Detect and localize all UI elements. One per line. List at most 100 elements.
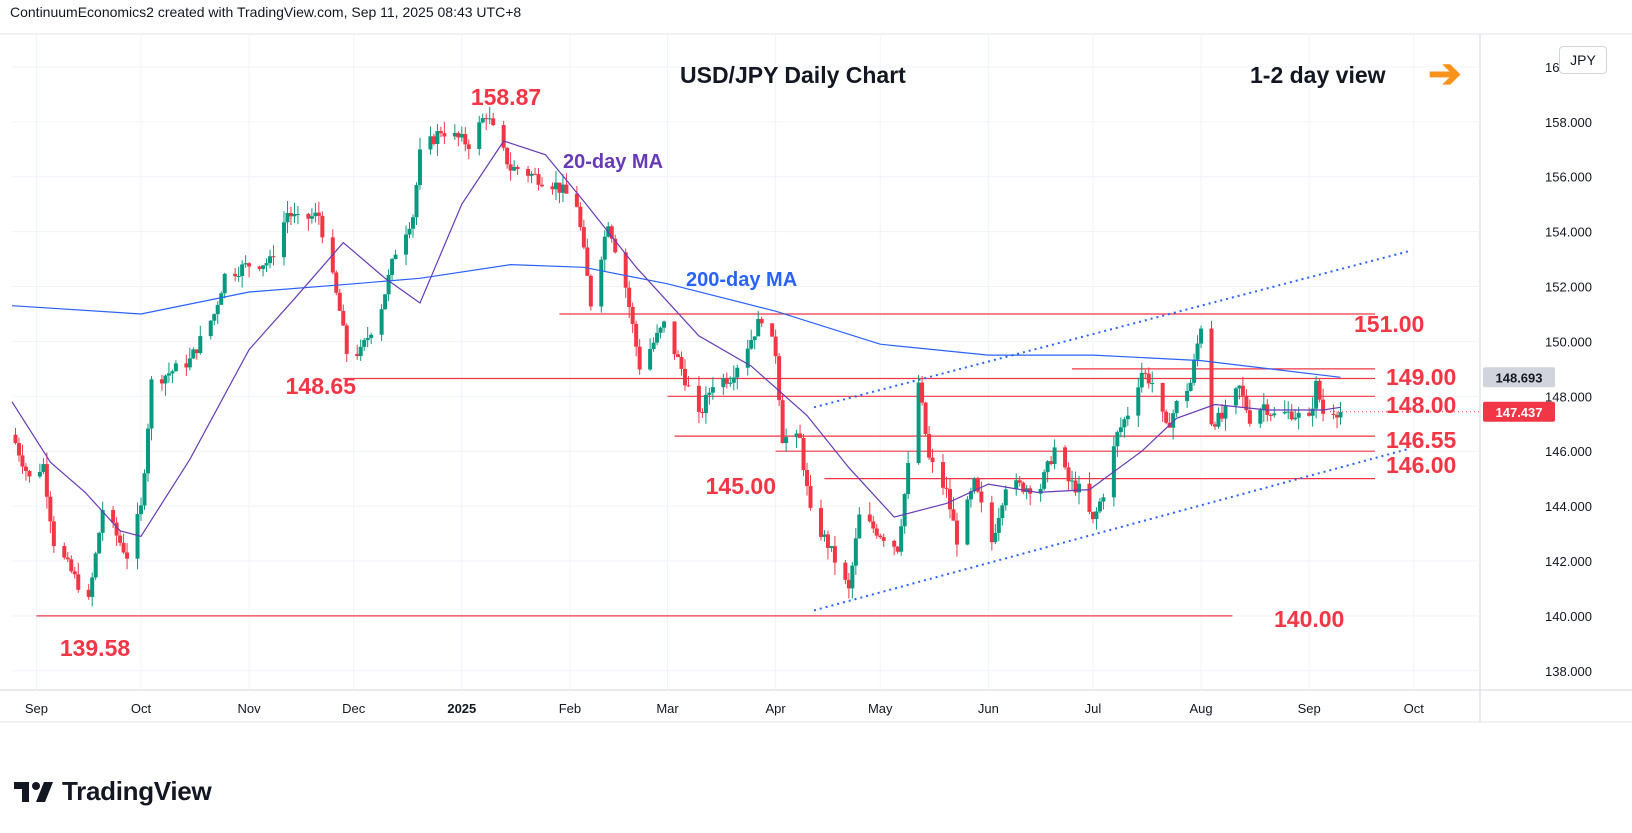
candle-body [850, 565, 855, 589]
level-label-146-55: 146.55 [1386, 427, 1457, 453]
tradingview-logo-icon [14, 781, 53, 802]
current-price-label: 147.437 [1496, 405, 1543, 420]
chart-header-caption: ContinuumEconomics2 created with Trading… [10, 4, 522, 20]
extreme-label-139-58: 139.58 [60, 635, 131, 661]
candle-body [76, 574, 81, 590]
candle-body [829, 546, 834, 548]
candle-body [773, 336, 778, 357]
candle-body [355, 353, 360, 357]
candle-body [923, 402, 928, 435]
candle-body [1139, 372, 1144, 388]
x-tick-label: Oct [1404, 701, 1425, 716]
candle-body [585, 247, 590, 276]
candle-body [1038, 488, 1043, 494]
candle-body [672, 321, 677, 355]
candle-body [365, 337, 370, 341]
candle-body [996, 517, 1001, 533]
candle-body [285, 212, 290, 223]
level-label-149-00: 149.00 [1386, 364, 1456, 390]
candle-body [1146, 373, 1151, 384]
candle-body [337, 292, 342, 311]
candle-body [452, 132, 457, 137]
candle-body [526, 169, 531, 176]
candle-body [198, 336, 203, 354]
candle-body [1199, 328, 1204, 344]
extreme-label-158-87: 158.87 [471, 84, 541, 110]
candle-body [752, 336, 757, 341]
candle-body [920, 382, 925, 403]
candle-body [1101, 497, 1106, 502]
view-horizon-label: 1-2 day view [1250, 62, 1386, 88]
candle-body [37, 471, 42, 477]
candle-body [407, 228, 412, 235]
currency-button[interactable]: JPY [1559, 46, 1607, 74]
candle-body [770, 323, 775, 337]
level-label-151-00: 151.00 [1354, 311, 1424, 337]
candle-body [264, 263, 269, 266]
candle-body [902, 494, 907, 527]
candle-body [777, 356, 782, 401]
candle-body [1097, 501, 1102, 512]
candle-body [745, 348, 750, 368]
candle-body [1118, 427, 1123, 433]
candle-body [240, 264, 245, 277]
candle-body [613, 238, 618, 253]
candle-body [1171, 413, 1176, 428]
x-tick-label: Oct [131, 701, 152, 716]
candle-body [1070, 480, 1075, 482]
candle-body [899, 526, 904, 552]
candle-body [892, 540, 897, 547]
candle-body [466, 144, 471, 149]
candle-body [93, 553, 98, 578]
candle-body [508, 164, 513, 171]
candle-body [700, 411, 705, 414]
candle-body [1212, 424, 1217, 427]
candle-body [212, 314, 217, 321]
candle-body [344, 325, 349, 354]
candle-body [1216, 412, 1221, 427]
candle-body [696, 385, 701, 412]
candle-body [871, 521, 876, 529]
candle-body [658, 327, 663, 333]
candle-body [257, 266, 262, 269]
candle-body [1052, 447, 1057, 464]
candle-body [477, 122, 482, 149]
candle-body [623, 252, 628, 288]
candle-body [676, 354, 681, 357]
candle-body [379, 309, 384, 335]
x-tick-label: Jul [1085, 701, 1102, 716]
candle-body [243, 263, 248, 265]
candle-body [975, 478, 980, 492]
candle-body [233, 273, 238, 277]
candle-body [194, 349, 199, 354]
channel-upper-line [813, 249, 1411, 409]
candle-body [1090, 511, 1095, 520]
candle-body [993, 532, 998, 543]
candle-body [634, 323, 639, 347]
candle-body [853, 538, 858, 566]
candle-body [794, 433, 799, 438]
candle-body [295, 213, 300, 215]
candle-body [724, 378, 729, 384]
candle-body [735, 367, 740, 378]
candle-body [1094, 511, 1099, 520]
candle-body [383, 294, 388, 310]
level-label-140-00: 140.00 [1274, 606, 1344, 632]
candle-body [1261, 404, 1266, 411]
tradingview-brand[interactable]: TradingView [14, 776, 212, 807]
brand-name: TradingView [62, 776, 212, 806]
candle-body [560, 184, 565, 193]
candle-body [972, 478, 977, 492]
candle-body [1233, 388, 1238, 406]
level-label-145-00: 145.00 [706, 473, 776, 499]
candle-body [602, 236, 607, 260]
candle-body [1014, 480, 1019, 490]
candle-body [125, 552, 130, 559]
candle-body [588, 275, 593, 307]
candle-body [1125, 415, 1130, 420]
candle-body [637, 346, 642, 370]
candle-body [184, 363, 189, 368]
candle-body [386, 274, 391, 295]
